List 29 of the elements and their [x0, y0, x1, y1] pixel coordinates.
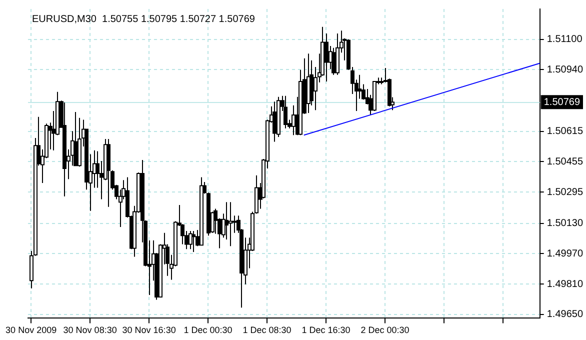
y-tick-label: 1.50940	[546, 64, 584, 76]
y-tick-label: 1.49970	[546, 248, 584, 260]
candlestick	[332, 47, 336, 76]
candlestick	[292, 104, 296, 136]
candlestick	[74, 112, 78, 166]
y-tick-label: 1.50295	[546, 186, 584, 198]
candlestick	[324, 32, 328, 82]
x-tick-label: 1 Dec 16:30	[302, 325, 350, 336]
candlestick	[228, 202, 232, 247]
text: EURUSD,M30 1.50755 1.50795 1.50727 1.50769	[32, 14, 256, 25]
candlestick	[284, 95, 288, 129]
y-tick-label: 1.49810	[546, 278, 584, 290]
candlestick	[188, 230, 192, 250]
y-tick-label: 1.51100	[546, 34, 583, 46]
x-tick-label: 30 Nov 16:30	[122, 325, 176, 336]
x-tick-label: 1 Dec 08:30	[242, 325, 292, 336]
candlestick	[272, 101, 276, 142]
x-tick-label: 30 Nov 2009	[6, 325, 57, 336]
candlestick	[192, 230, 196, 252]
x-tick-label: 30 Nov 08:30	[63, 325, 117, 336]
y-tick-label: 1.49650	[546, 309, 584, 320]
candlestick	[358, 74, 362, 100]
y-tick-label: 1.50455	[546, 156, 584, 168]
x-tick-label: 1 Dec 00:30	[184, 325, 232, 336]
y-tick-label: 1.50130	[546, 218, 584, 230]
y-tick-label: 1.50615	[546, 126, 584, 138]
x-tick-label: 2 Dec 00:30	[360, 325, 410, 336]
candlestick	[232, 215, 236, 234]
ref-line-label: 1.50769	[544, 96, 580, 108]
